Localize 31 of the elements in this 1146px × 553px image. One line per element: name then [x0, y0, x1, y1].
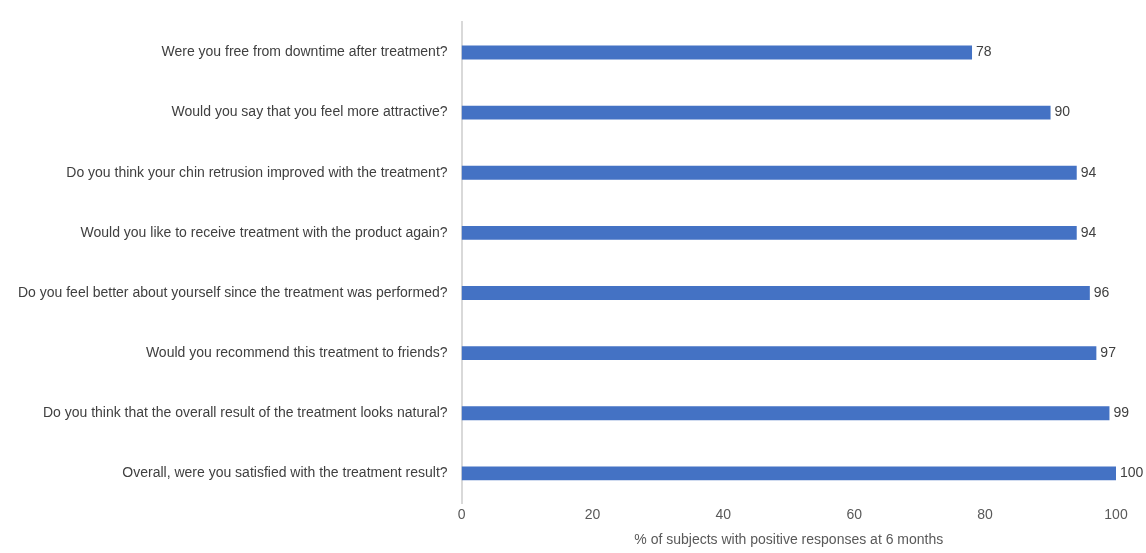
bar — [461, 406, 1110, 421]
y-tick-label: Would you like to receive treatment with the product again? — [80, 223, 448, 240]
bar — [461, 225, 1077, 240]
data-label: 96 — [1093, 283, 1110, 300]
y-tick-label: Would you say that you feel more attractive? — [171, 103, 448, 120]
x-tick-label: 80 — [977, 505, 994, 522]
bar — [461, 286, 1090, 300]
y-tick-label: Were you free from downtime after treatment? — [161, 43, 448, 60]
bar — [461, 165, 1077, 180]
data-label: 99 — [1113, 404, 1130, 421]
x-tick-label: 100 — [1104, 505, 1128, 522]
data-label: 78 — [976, 43, 992, 60]
x-axis-title: % of subjects with positive responses at 6 months — [634, 531, 944, 548]
x-tick-label: 60 — [846, 505, 863, 522]
x-tick-label: 20 — [584, 505, 601, 522]
bar — [461, 105, 1051, 120]
y-tick-label: Overall, were you satisfied with the treatment result? — [122, 464, 448, 481]
bar — [461, 466, 1116, 481]
data-label: 94 — [1080, 223, 1097, 240]
y-tick-label: Do you think that the overall result of the treatment looks natural? — [42, 404, 448, 421]
data-label: 90 — [1054, 103, 1071, 120]
data-label: 100 — [1120, 464, 1144, 481]
data-label: 97 — [1100, 343, 1117, 360]
y-tick-label: Would you recommend this treatment to friends? — [145, 343, 448, 360]
x-tick-label: 0 — [457, 505, 466, 522]
y-tick-label: Do you think your chin retrusion improved with the treatment? — [66, 163, 448, 180]
y-tick-label: Do you feel better about yourself since the treatment was performed? — [17, 283, 448, 300]
bar — [461, 45, 973, 60]
x-tick-label: 40 — [715, 505, 732, 522]
data-label: 94 — [1080, 163, 1097, 180]
bar — [461, 346, 1097, 360]
